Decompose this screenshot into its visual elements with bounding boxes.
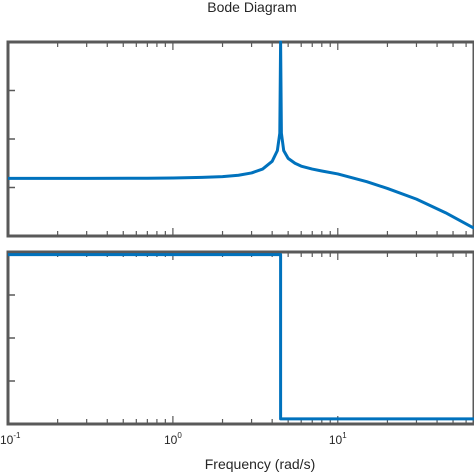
x-tick-labels: 10-1 100 101 (0, 431, 347, 447)
axes-layer (6, 40, 474, 426)
x-tick-label-base: 10 (0, 433, 14, 447)
magnitude-axes-box (6, 40, 474, 238)
x-tick-label-base: 10 (164, 433, 178, 447)
x-tick-label-exponent: 1 (342, 431, 347, 440)
x-tick-label: 100 (164, 431, 182, 447)
chart-title: Bode Diagram (207, 0, 297, 15)
x-tick-label-exponent: -1 (13, 431, 21, 440)
x-axis-label: Frequency (rad/s) (205, 456, 315, 472)
x-tick-label-exponent: 0 (177, 431, 182, 440)
x-tick-label: 10-1 (0, 431, 21, 447)
magnitude-series-line (8, 40, 474, 230)
phase-series-line (8, 253, 474, 421)
x-tick-label: 101 (329, 431, 347, 447)
phase-axes-box (6, 250, 474, 426)
data-layer (8, 40, 474, 421)
x-tick-label-base: 10 (329, 433, 343, 447)
